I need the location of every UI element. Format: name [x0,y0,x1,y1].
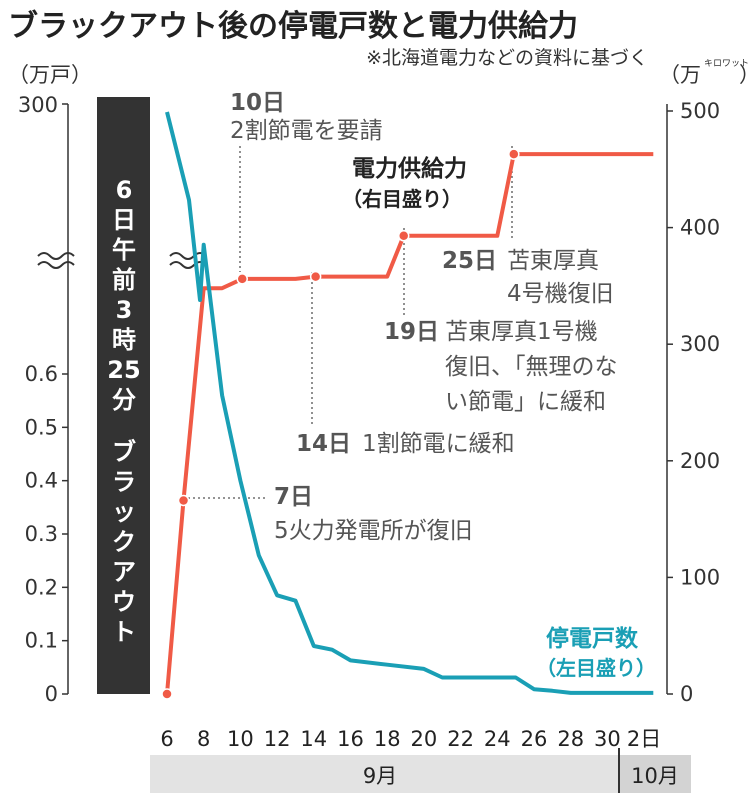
blackout-band-char: ク [112,528,136,556]
plot-axis-break [169,252,207,269]
outage-series-scale-note: （左目盛り） [536,656,656,680]
left-axis-break [37,252,75,269]
annotation-7-date: 7日 [274,484,313,510]
left-tick-label: 0 [45,682,58,706]
right-tick-label: 200 [680,449,720,473]
x-tick-label: 26 [521,727,548,751]
supply-series-line [165,152,654,695]
x-tick-label: 28 [557,727,584,751]
supply-point [236,273,248,285]
annotation-7-text: 5火力発電所が復旧 [274,518,473,544]
left-axis-unit: （万戸） [8,63,92,87]
left-tick-label: 0.6 [25,362,58,386]
annotation-19-text-2: 復旧、「無理のな [445,354,618,380]
x-tick-label: 8 [197,727,210,751]
outage-series-label: 停電戸数 [546,625,639,652]
x-tick-label: 6 [160,727,173,751]
right-axis-unit-ruby-text: キロワット [704,59,749,69]
left-axis-top-label: 300 [18,93,58,117]
x-tick-label: 10 [227,727,254,751]
x-tick-label: 12 [264,727,291,751]
supply-series-label: 電力供給力 [352,155,467,182]
left-tick-label: 0.1 [25,629,58,653]
blackout-band-char: 午 [112,236,136,264]
x-tick-label: 2日 [627,727,661,751]
annotation-25-text-1: 苫東厚真 [507,248,599,274]
supply-point [309,270,322,283]
annotation-19-text-1: 苫東厚真1号機 [445,319,598,345]
blackout-band-char: 分 [112,386,136,414]
annotation-25-date: 25日 [442,248,497,274]
right-tick-label: 300 [680,332,720,356]
right-tick-label: 400 [680,216,720,240]
left-tick-label: 0.5 [25,415,58,439]
right-axis-unit-close: ） [739,63,750,87]
blackout-band-char: 時 [112,326,136,354]
x-tick-label: 22 [447,727,474,751]
blackout-band-char: 前 [112,266,136,294]
annotation-19-text-3: い節電」に緩和 [445,389,606,415]
supply-point [508,148,520,160]
x-tick-label: 20 [411,727,438,751]
annotation-14-date: 14日 [296,431,351,457]
x-tick-label: 30 [594,727,621,751]
month-band-october [619,755,691,793]
annotation-25-text-2: 4号機復旧 [507,281,614,307]
blackout-band-char: ア [112,558,136,586]
chart-source: ※北海道電力などの資料に基づく [366,47,648,69]
x-tick-label: 18 [374,727,401,751]
x-tick-label: 14 [300,727,327,751]
right-tick-label: 100 [680,565,720,589]
month-band-september [150,755,619,793]
blackout-band-char: ブ [112,438,136,466]
annotation-10-text: 2割節電を要請 [230,118,383,144]
blackout-band-char: ウ [112,588,136,616]
right-tick-label: 0 [680,682,693,706]
blackout-band-char: ッ [112,498,136,526]
month-label-october: 10月 [631,764,679,788]
x-tick-label: 24 [484,727,511,751]
right-axis-ticks: 0 100 200 300 400 500 [667,99,720,706]
supply-point [161,688,173,700]
left-tick-label: 0.2 [25,575,58,599]
left-tick-label: 0.3 [25,522,58,546]
chart-title: ブラックアウト後の停電戸数と電力供給力 [8,9,578,44]
supply-series-scale-note: （右目盛り） [342,187,462,211]
x-axis-ticks: 6 8 10 12 14 16 18 20 22 24 26 28 30 2日 [160,727,661,751]
left-tick-label: 0.4 [25,469,58,493]
right-axis-unit-ruby: キロワット [704,59,749,69]
blackout-band [97,97,150,694]
supply-point [397,230,410,242]
blackout-band-char: ト [112,618,136,646]
annotation-14-text: 1割節電に緩和 [362,431,515,457]
right-tick-label: 500 [680,99,720,123]
supply-point [177,494,190,507]
annotation-19-date: 19日 [384,319,439,345]
outage-series-line [165,111,654,695]
blackout-band-char: 25 [107,356,140,384]
left-axis-ticks: 0 0.1 0.2 0.3 0.4 0.5 0.6 [25,103,68,706]
x-tick-label: 16 [337,727,364,751]
blackout-band-char: ラ [112,468,136,496]
blackout-band-char: 6 [116,176,133,204]
blackout-band-char: 日 [112,206,136,234]
annotation-10-date: 10日 [230,90,285,116]
month-label-september: 9月 [363,764,397,788]
right-axis-unit: （万 [659,63,701,87]
series-layer [161,111,654,700]
blackout-band-char: 3 [116,296,133,324]
